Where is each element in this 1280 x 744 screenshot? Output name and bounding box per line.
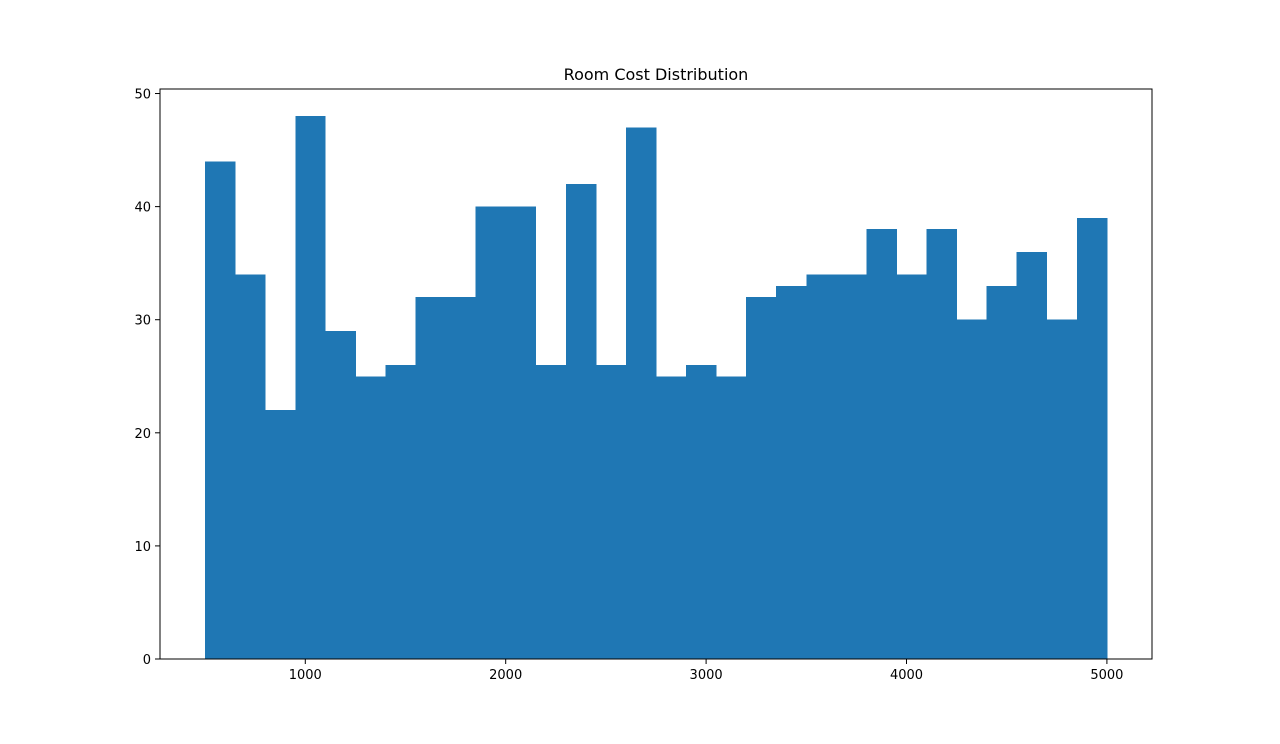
histogram-bar bbox=[776, 285, 807, 659]
bars-layer bbox=[205, 116, 1108, 659]
histogram-bar bbox=[956, 319, 988, 659]
histogram-bar bbox=[1046, 319, 1078, 659]
histogram-bar bbox=[746, 297, 777, 659]
chart-title: Room Cost Distribution bbox=[564, 65, 749, 84]
histogram-bar bbox=[866, 229, 897, 659]
histogram-bar bbox=[355, 376, 386, 659]
plot-frame bbox=[159, 88, 1153, 660]
histogram-bar bbox=[415, 297, 446, 659]
histogram-bar bbox=[1076, 217, 1108, 659]
x-tick-label: 2000 bbox=[489, 668, 522, 683]
histogram-bar bbox=[265, 410, 296, 659]
histogram-bar bbox=[716, 376, 747, 659]
histogram-bar bbox=[325, 331, 356, 659]
y-tick-label: 10 bbox=[134, 540, 151, 555]
y-tick-label: 20 bbox=[134, 427, 151, 442]
histogram-bar bbox=[926, 229, 958, 659]
histogram-bar bbox=[235, 274, 266, 659]
y-tick-label: 0 bbox=[143, 653, 151, 668]
histogram-bar bbox=[836, 274, 867, 659]
histogram-bar bbox=[505, 206, 537, 659]
histogram-bar bbox=[475, 206, 507, 659]
y-tick-label: 30 bbox=[134, 314, 151, 329]
histogram-bar bbox=[656, 376, 687, 659]
x-tick-label: 3000 bbox=[690, 668, 723, 683]
histogram-bar bbox=[535, 364, 567, 659]
histogram-bar bbox=[445, 297, 477, 659]
x-tick-label: 1000 bbox=[289, 668, 322, 683]
axes-layer: 1000 2000 3000 4000 5000 0 10 20 30 40 50 bbox=[134, 88, 1153, 683]
y-tick-label: 40 bbox=[134, 201, 151, 216]
histogram-bar bbox=[686, 364, 717, 659]
y-tick-label: 50 bbox=[134, 88, 151, 103]
histogram-bar bbox=[205, 161, 236, 659]
x-tick-label: 4000 bbox=[890, 668, 923, 683]
histogram-bar bbox=[295, 116, 326, 659]
histogram-bar bbox=[1016, 251, 1048, 659]
histogram-bar bbox=[625, 127, 657, 659]
x-tick-label: 5000 bbox=[1090, 668, 1123, 683]
histogram-bar bbox=[595, 364, 627, 659]
histogram-bar bbox=[565, 184, 597, 659]
histogram-bar bbox=[896, 274, 927, 659]
histogram-bar bbox=[385, 364, 416, 659]
histogram-bar bbox=[986, 285, 1018, 659]
histogram-bar bbox=[806, 274, 837, 659]
